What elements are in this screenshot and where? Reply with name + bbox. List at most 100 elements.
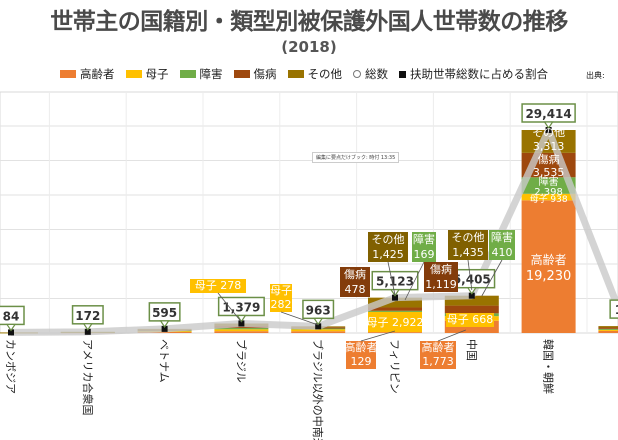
legend-label: その他 <box>307 67 343 81</box>
bar-segment <box>214 325 269 329</box>
ratio-marker <box>468 292 475 299</box>
total-callout-box <box>609 299 618 319</box>
category-label: カンボジア <box>4 339 17 394</box>
bar-segment <box>368 332 422 333</box>
total-callout-pointer <box>5 323 17 332</box>
kr-shobyo-value: 3,535 <box>533 166 565 179</box>
callout-leader <box>387 261 396 296</box>
bar-segment <box>444 295 499 306</box>
bar-segment <box>521 193 576 201</box>
kr-koreisha-label: 高齢者 <box>531 252 567 267</box>
legend-item-ratio: 扶助世帯総数に占める割合 <box>399 66 548 82</box>
cn-sonota-callout-text: 1,435 <box>452 246 484 259</box>
category-label: ブラジル以外の中南米 <box>311 339 325 440</box>
ph-koreisha-callout-box <box>346 341 376 369</box>
ph-sonota-callout-text: その他 <box>372 233 405 246</box>
chart-subtitle: (2018) <box>281 38 337 56</box>
ph-shogai-callout-text: 169 <box>414 248 435 261</box>
bar-segment <box>521 130 576 153</box>
ph-sonota-callout-text: 1,425 <box>372 248 404 261</box>
callout-leader <box>217 292 242 323</box>
legend-swatch <box>179 70 196 78</box>
cn-shogai-callout-text: 410 <box>492 246 513 259</box>
cn-koreisha-callout-text: 高齢者 <box>422 340 455 354</box>
legend-swatch <box>233 70 250 78</box>
ratio-marker <box>315 323 322 330</box>
callout-leader <box>280 311 319 326</box>
legend-item-sonota: その他 <box>287 66 343 82</box>
kr-shobyo-label: 傷病 <box>538 152 560 166</box>
kr-boshi-label: 母子 938 <box>530 194 568 205</box>
ph-shogai-callout-text: 障害 <box>413 232 435 246</box>
cn-shogai-callout-box <box>489 230 515 260</box>
kr-koreisha-value: 19,230 <box>526 269 572 284</box>
callout-leader <box>437 329 466 342</box>
total-callout-pointer <box>543 121 554 130</box>
legend-item-shogai: 障害 <box>179 66 223 82</box>
legend-item-total: 総数 <box>353 66 388 82</box>
bar-segment <box>368 297 422 308</box>
total-label: 5,405 <box>453 273 491 287</box>
total-callout-pointer <box>389 289 401 297</box>
ph-koreisha-callout-text: 129 <box>351 355 372 368</box>
chart-title: 世帯主の国籍別・類型別被保護外国人世帯数の推移 <box>50 9 568 35</box>
bar-segment <box>291 331 346 333</box>
ratio-marker <box>84 328 91 335</box>
callout-leader <box>481 259 503 297</box>
legend-swatch <box>287 70 304 78</box>
total-callout-pointer <box>159 320 170 328</box>
legend-label: 総数 <box>365 67 388 81</box>
ratio-marker <box>392 294 398 301</box>
total-label: 1,379 <box>222 300 260 314</box>
total-label: 5,123 <box>376 275 414 289</box>
brazil-boshi-callout-text: 母子 278 <box>195 279 242 292</box>
bar-segment <box>598 326 618 328</box>
ratio-marker <box>8 329 14 336</box>
category-label: ブラジル <box>234 339 248 383</box>
ratio-marker <box>238 320 245 327</box>
callout-leader <box>467 259 473 291</box>
ph-shobyo-callout-box <box>340 267 370 297</box>
kr-shogai-label: 障害 <box>539 175 559 188</box>
cn-koreisha-callout-text: 1,773 <box>422 355 454 368</box>
ratio-marker <box>161 325 168 332</box>
ph-sonota-callout-box <box>368 232 408 262</box>
legend-label: 高齢者 <box>80 67 115 81</box>
cn-koreisha-callout-box <box>420 341 456 369</box>
legend-item-koreisha: 高齢者 <box>60 66 115 82</box>
bar-segment <box>598 328 618 330</box>
legend-label: 母子 <box>145 67 169 81</box>
callout-leader <box>360 330 396 342</box>
total-callout-pointer <box>236 314 247 323</box>
kr-sonota-value: 3,313 <box>533 140 565 153</box>
legend-label: 障害 <box>199 67 223 81</box>
legend-swatch <box>125 70 142 78</box>
callout-leader <box>404 261 425 301</box>
latam-boshi-callout-text: 母子 <box>270 284 292 297</box>
bar-segment <box>214 331 269 333</box>
kr-shogai-value: 2,398 <box>534 187 563 198</box>
total-label: 963 <box>306 303 331 317</box>
ph-koreisha-callout-text: 高齢者 <box>345 340 378 354</box>
total-label: 84 <box>3 309 20 323</box>
category-label: フィリピン <box>388 339 401 394</box>
total-label: 172 <box>75 309 100 323</box>
total-label: 29,414 <box>525 107 571 121</box>
cn-boshi-callout-box <box>446 313 494 327</box>
circle-marker-icon <box>353 70 361 78</box>
cn-shogai-callout-text: 障害 <box>491 230 513 244</box>
cn-shobyo-callout-text: 1,119 <box>425 278 457 291</box>
latam-boshi-callout-text: 282 <box>271 298 292 311</box>
latam-boshi-callout-box <box>270 284 292 312</box>
cn-sonota-callout-text: その他 <box>452 231 485 244</box>
bar-segment <box>214 328 269 330</box>
total-label: 1,0 <box>615 303 618 317</box>
bar-segment <box>598 330 618 333</box>
bar-segment <box>598 327 618 329</box>
category-label: 中国 <box>465 339 478 361</box>
kr-sonota-label: その他 <box>532 126 565 139</box>
legend-item-boshi: 母子 <box>125 66 169 82</box>
cn-shobyo-callout-text: 傷病 <box>430 262 452 276</box>
brazil-boshi-callout-box <box>190 279 246 293</box>
